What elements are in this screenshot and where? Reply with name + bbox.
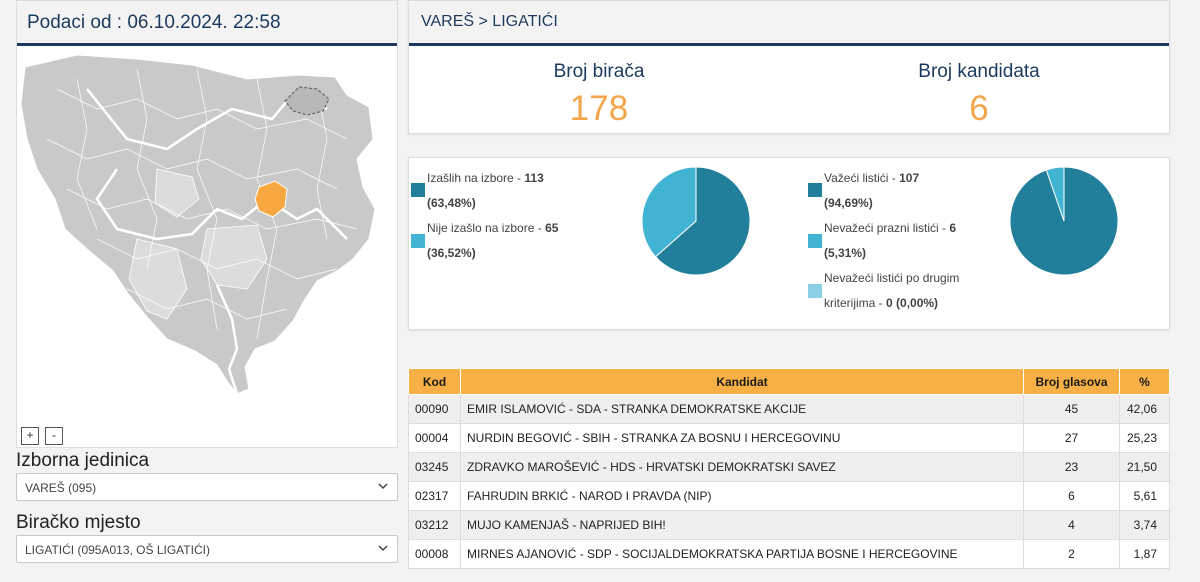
chevron-down-icon (377, 480, 389, 495)
col-header-kandidat[interactable]: Kandidat (460, 368, 1024, 395)
cell-kod: 00090 (408, 394, 461, 424)
legend-label: Važeći listići - (824, 171, 900, 185)
cell-glasova: 45 (1023, 394, 1120, 424)
map-municipal-borders (46, 68, 358, 340)
legend-ballots-other: Nevažeći listići po drugim kriterijima -… (824, 266, 959, 316)
legend-pct: (63,48%) (427, 196, 476, 210)
voters-label: Broj birača (553, 61, 645, 82)
cell-pct: 21,50 (1119, 452, 1170, 482)
breadcrumb: VAREŠ > LIGATIĆI (409, 1, 1169, 46)
cell-kandidat: NURDIN BEGOVIĆ - SBIH - STRANKA ZA BOSNU… (460, 423, 1024, 453)
cell-pct: 25,23 (1119, 423, 1170, 453)
map-light-region (200, 224, 268, 290)
legend-label: Nevažeći prazni listići - (824, 221, 950, 235)
legend-ballots-empty: Nevažeći prazni listići - 6 (5,31%) (824, 216, 956, 266)
legend-label: Nije izašlo na izbore - (427, 221, 546, 235)
zoom-in-button[interactable]: + (21, 427, 39, 445)
cell-pct: 42,06 (1119, 394, 1170, 424)
legend-value: 113 (524, 171, 544, 185)
table-row: 03212 MUJO KAMENJAŠ - NAPRIJED BIH! 4 3,74 (408, 510, 1170, 540)
legend-turnout-notvoted: Nije izašlo na izbore - 65 (36,52%) (427, 216, 558, 266)
ballots-pie-slice-1[interactable] (1045, 166, 1065, 222)
legend-pct: (5,31%) (824, 246, 867, 260)
cell-pct: 3,74 (1119, 510, 1170, 540)
cell-kandidat: EMIR ISLAMOVIĆ - SDA - STRANKA DEMOKRATS… (460, 394, 1024, 424)
results-table: Kod Kandidat Broj glasova % 00090 EMIR IS… (408, 368, 1170, 569)
cell-kandidat: ZDRAVKO MAROŠEVIĆ - HDS - HRVATSKI DEMOK… (460, 452, 1024, 482)
cell-glasova: 2 (1023, 539, 1120, 569)
legend-swatch-other (808, 284, 822, 298)
legend-turnout-voted: Izašlih na izbore - 113 (63,48%) (427, 166, 544, 216)
cell-kod: 00004 (408, 423, 461, 453)
col-header-kod[interactable]: Kod (408, 368, 461, 395)
candidates-label: Broj kandidata (918, 61, 1040, 82)
cell-glasova: 4 (1023, 510, 1120, 540)
table-row: 03245 ZDRAVKO MAROŠEVIĆ - HDS - HRVATSKI … (408, 452, 1170, 482)
cell-kod: 00008 (408, 539, 461, 569)
col-header-glasova[interactable]: Broj glasova (1023, 368, 1120, 395)
table-row: 00008 MIRNES AJANOVIĆ - SDP - SOCIJALDEMO… (408, 539, 1170, 569)
legend-swatch-empty (808, 234, 822, 248)
map-panel: Podaci od : 06.10.2024. 22:58 (16, 0, 398, 448)
ballots-pie-chart (1009, 166, 1119, 276)
summary-card: VAREŠ > LIGATIĆI Broj birača 178 Broj ka… (408, 0, 1170, 134)
legend-value: 107 (899, 171, 920, 185)
legend-ballots-valid: Važeći listići - 107 (94,69%) (824, 166, 919, 216)
station-select-value: LIGATIĆI (095A013, OŠ LIGATIĆI) (25, 543, 210, 557)
map-light-region (154, 168, 200, 218)
bih-map-svg[interactable] (17, 49, 397, 447)
turnout-pie-chart (641, 166, 751, 276)
cell-kod: 02317 (408, 481, 461, 511)
col-header-pct[interactable]: % (1119, 368, 1170, 395)
legend-swatch-turnout (411, 183, 425, 197)
voters-value: 178 (569, 89, 629, 128)
turnout-card: Izašlih na izbore - 113 (63,48%) Nije iz… (408, 157, 1170, 330)
legend-swatch-notvoted (411, 234, 425, 248)
unit-select[interactable]: VAREŠ (095) (16, 473, 398, 501)
bih-map[interactable] (17, 49, 397, 447)
legend-swatch-valid (808, 183, 822, 197)
table-header-row: Kod Kandidat Broj glasova % (408, 368, 1170, 395)
zoom-out-button[interactable]: - (45, 427, 63, 445)
candidates-stat: Broj kandidata 6 (789, 61, 1169, 129)
legend-value: 65 (545, 221, 559, 235)
table-row: 00004 NURDIN BEGOVIĆ - SBIH - STRANKA ZA … (408, 423, 1170, 453)
candidates-value: 6 (969, 89, 989, 128)
cell-kod: 03245 (408, 452, 461, 482)
voters-stat: Broj birača 178 (409, 61, 789, 129)
table-row: 00090 EMIR ISLAMOVIĆ - SDA - STRANKA DEMO… (408, 394, 1170, 424)
legend-pct: (0,00%) (896, 296, 939, 310)
legend-pct: (94,69%) (824, 196, 873, 210)
cell-pct: 5,61 (1119, 481, 1170, 511)
cell-pct: 1,87 (1119, 539, 1170, 569)
cell-glasova: 6 (1023, 481, 1120, 511)
turnout-pie-slice-0[interactable] (654, 166, 751, 276)
data-timestamp: Podaci od : 06.10.2024. 22:58 (17, 1, 397, 46)
chevron-down-icon (377, 542, 389, 557)
legend-pct: (36,52%) (427, 246, 476, 260)
cell-kandidat: MUJO KAMENJAŠ - NAPRIJED BIH! (460, 510, 1024, 540)
legend-value: 0 (886, 296, 893, 310)
cell-kod: 03212 (408, 510, 461, 540)
unit-label: Izborna jedinica (16, 450, 150, 471)
cell-glasova: 27 (1023, 423, 1120, 453)
legend-label: Nevažeći listići po drugim (824, 271, 960, 285)
cell-kandidat: MIRNES AJANOVIĆ - SDP - SOCIJALDEMOKRATS… (460, 539, 1024, 569)
cell-glasova: 23 (1023, 452, 1120, 482)
table-row: 02317 FAHRUDIN BRKIĆ - NAROD I PRAVDA (NI… (408, 481, 1170, 511)
cell-kandidat: FAHRUDIN BRKIĆ - NAROD I PRAVDA (NIP) (460, 481, 1024, 511)
turnout-pie-slice-1[interactable] (641, 166, 697, 258)
legend-value: 6 (949, 221, 957, 235)
map-brcko-district (284, 86, 330, 116)
map-highlight-vares (254, 180, 288, 218)
legend-label: Izašlih na izbore - (427, 171, 525, 185)
unit-select-value: VAREŠ (095) (25, 481, 97, 495)
station-label: Biračko mjesto (16, 512, 141, 533)
legend-label: kriterijima - (824, 296, 886, 310)
station-select[interactable]: LIGATIĆI (095A013, OŠ LIGATIĆI) (16, 535, 398, 563)
